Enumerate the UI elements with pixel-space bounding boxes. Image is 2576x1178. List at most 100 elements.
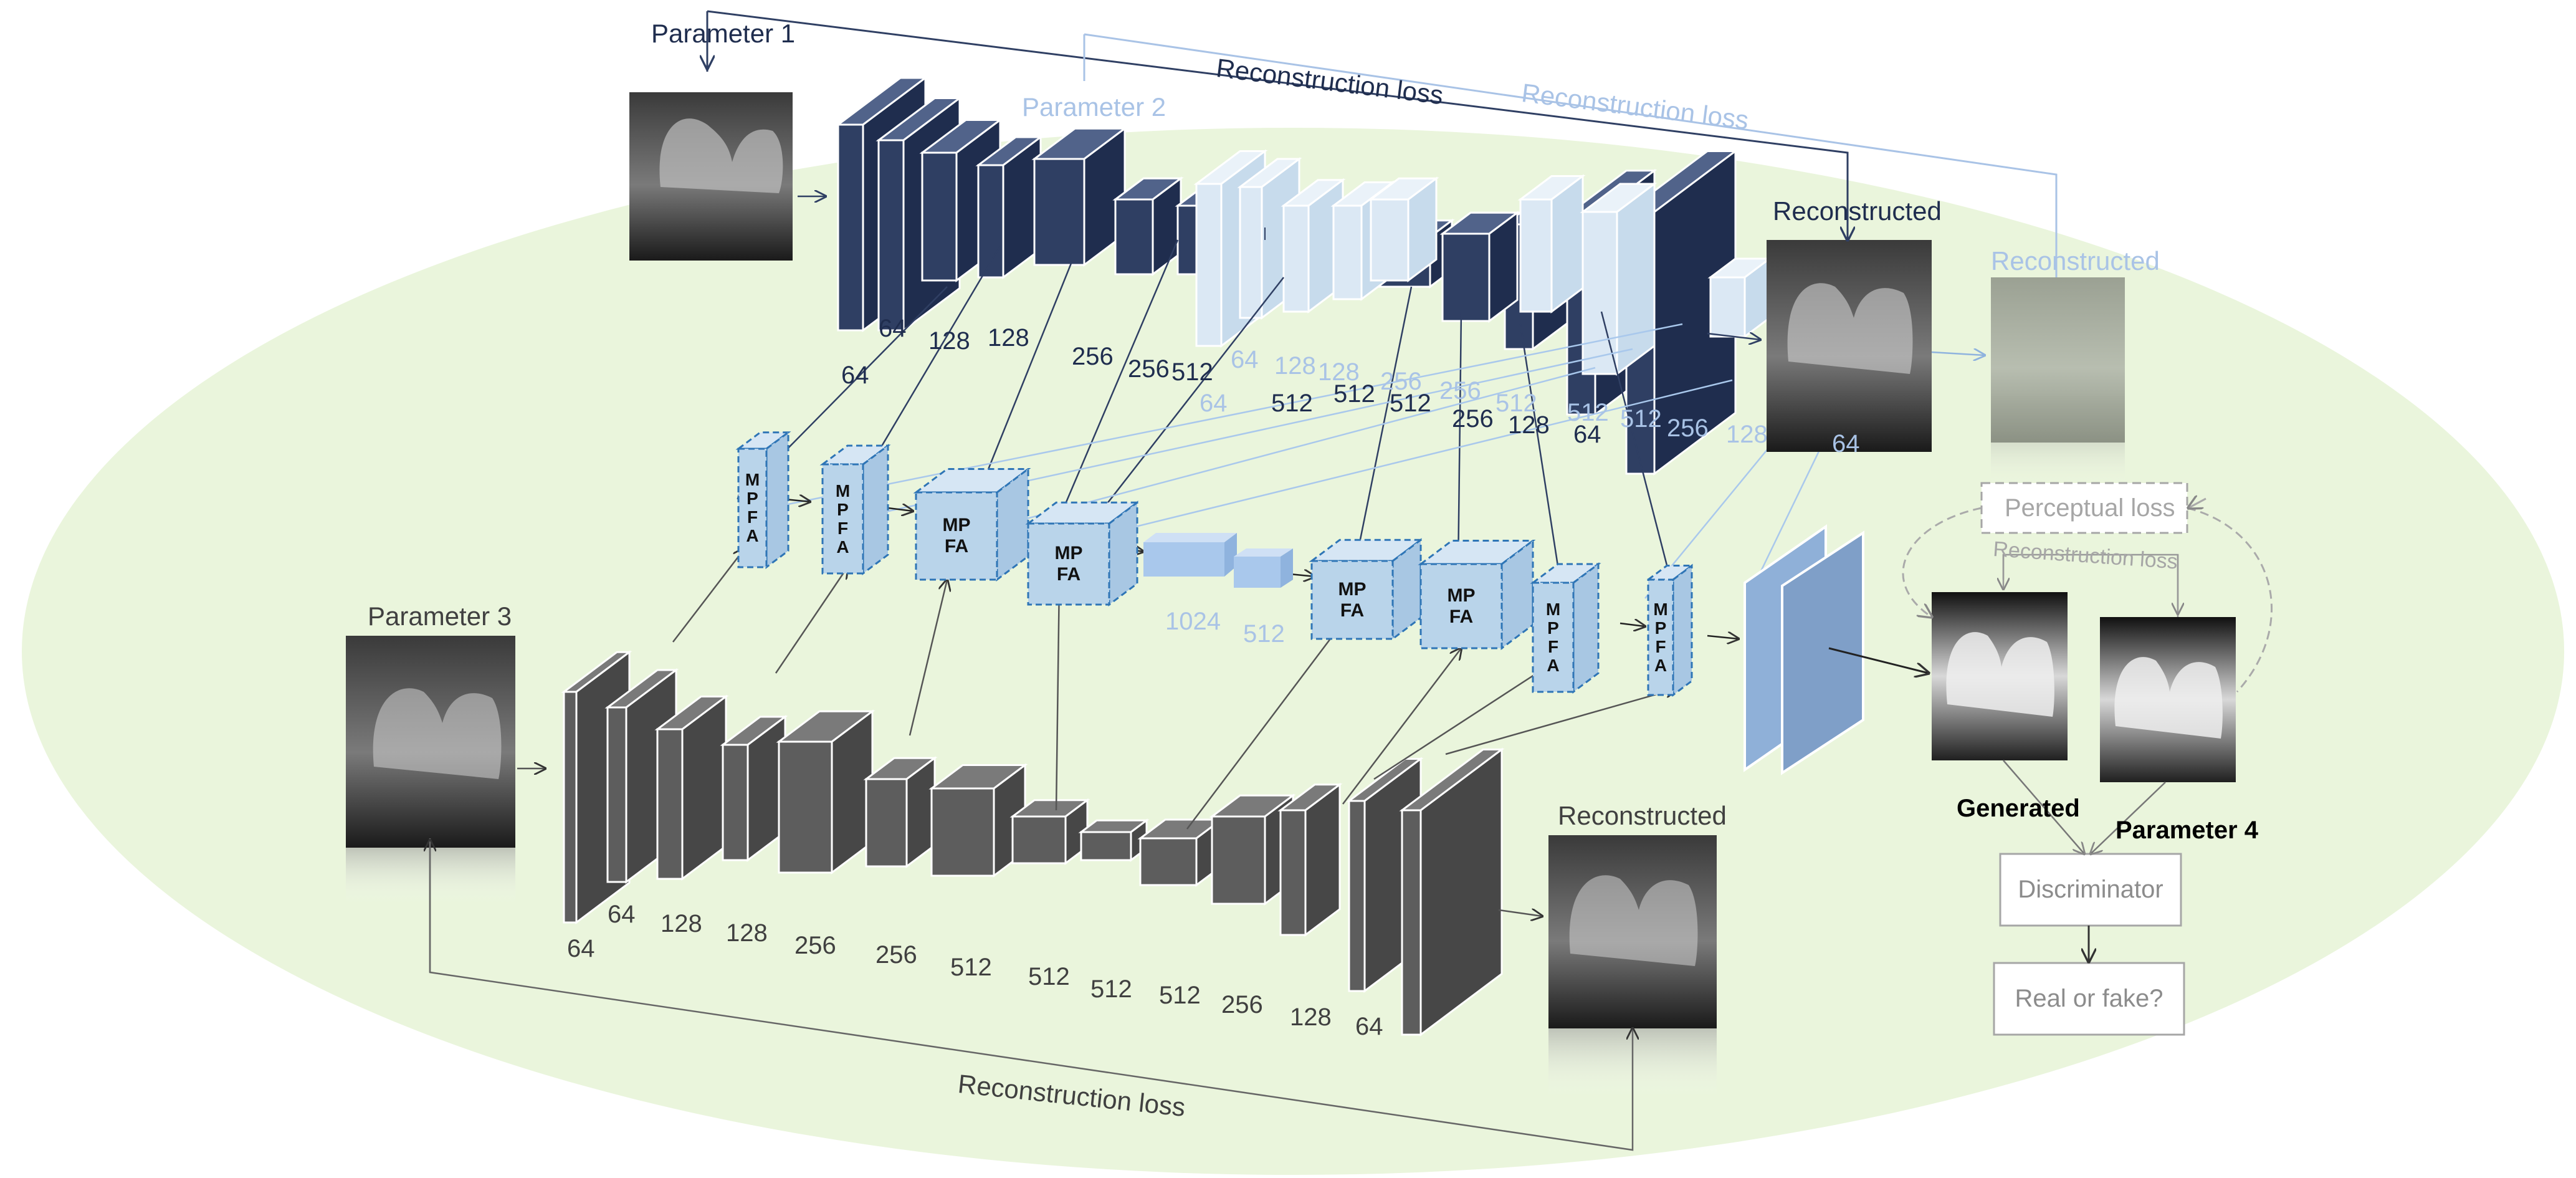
top-unet-light (1193, 149, 1773, 376)
connection-top-8 (1600, 311, 1676, 601)
mpfa-label-5: MP FA (1447, 585, 1476, 627)
top-dark-channel-9: 512 (1390, 390, 1431, 417)
top-light-channel-3: 128 (1318, 358, 1360, 386)
label-top-dark-loss: Reconstruction loss (1214, 53, 1445, 110)
bottom-grey-layer-2 (654, 694, 729, 881)
mpfa-blocks (735, 430, 1695, 697)
bottom-channel-9: 512 (1159, 982, 1201, 1009)
top-dark-channel-4: 256 (1072, 343, 1114, 370)
top-light-channel-10: 128 (1726, 421, 1768, 448)
top-light-channel-8: 512 (1620, 405, 1662, 433)
label-real-or-fake: Real or fake? (2015, 985, 2163, 1012)
mpfa-block-1 (819, 444, 891, 575)
bottom-channel-7: 512 (1028, 963, 1070, 990)
label-reconstructed-top-dark: Reconstructed (1773, 196, 1942, 226)
label-top-light-loss: Reconstruction loss (1520, 78, 1750, 135)
mpfa-block-2 (913, 467, 1031, 582)
top-light-channel-4: 256 (1380, 368, 1422, 395)
connection-top-3 (1053, 239, 1179, 533)
top-dark-layer-front-5 (1439, 211, 1520, 323)
top-light-channel-6: 512 (1496, 390, 1537, 417)
flow-arrow-7 (1620, 623, 1645, 626)
top-light-layer-7 (1707, 257, 1773, 338)
label-perceptual-loss: Perceptual loss (2005, 494, 2175, 522)
bottom-grey-layer-6 (928, 763, 1028, 878)
top-dark-channel-6: 512 (1171, 358, 1213, 386)
mpfa-label-4: MP FA (1338, 578, 1367, 621)
top-light-channel-0: 64 (1200, 390, 1228, 417)
loss-lines (430, 10, 2273, 1151)
top-light-layer-6 (1580, 182, 1658, 376)
top-light-channel-1: 64 (1231, 346, 1259, 373)
bottom-channel-8: 512 (1090, 975, 1132, 1003)
top-light-channel-11: 64 (1832, 430, 1860, 457)
label-bottleneck-1024: 1024 (1165, 608, 1221, 635)
image-reconstructed-top-dark (1767, 240, 1932, 452)
bottom-grey-layer-7 (1009, 798, 1090, 865)
label-reconstructed-top-light: Reconstructed (1991, 246, 2160, 275)
top-light-channel-2: 128 (1274, 352, 1316, 380)
top-dark-channel-10: 256 (1452, 405, 1494, 433)
bottom-channel-12: 64 (1355, 1013, 1383, 1040)
image-parameter1 (629, 92, 793, 261)
connection-bottom-7 (1445, 689, 1676, 755)
label-discriminator: Discriminator (2018, 876, 2163, 903)
bottom-grey-layer-1 (604, 668, 679, 884)
connection-bottom-3 (1056, 580, 1059, 811)
top-dark-channel-12: 64 (1573, 421, 1601, 448)
image-generated (1932, 592, 2068, 760)
flow-arrow-8 (1707, 636, 1739, 639)
label-parameter4: Parameter 4 (2116, 816, 2259, 844)
connection-bottom-5 (1342, 648, 1461, 805)
bottom-grey-layer-11 (1277, 782, 1343, 937)
top-dark-channel-8: 512 (1333, 380, 1375, 408)
top-light-layer-5 (1517, 174, 1586, 314)
mpfa-label-3: MP FA (1054, 543, 1083, 585)
bottom-channel-3: 128 (726, 919, 768, 947)
label-parameter1: Parameter 1 (651, 19, 796, 48)
bottleneck-blocks (1143, 533, 1293, 588)
connection-top-4 (1084, 277, 1284, 533)
label-reconstructed-bottom: Reconstructed (1558, 801, 1727, 830)
top-dark-channel-2: 128 (928, 327, 970, 355)
bottom-grey-layer-8 (1078, 818, 1150, 862)
bottom-channel-4: 256 (794, 932, 836, 959)
top-dark-channel-11: 128 (1508, 411, 1550, 439)
mpfa-block-6 (1530, 562, 1601, 694)
mpfa-block-3 (1025, 500, 1140, 606)
bottom-grey-layer-4 (776, 709, 875, 874)
bottom-channel-11: 128 (1290, 1003, 1332, 1031)
connection-bottom-4 (1186, 626, 1340, 830)
bottom-channel-0: 64 (567, 935, 595, 962)
top-light-layer-4 (1368, 176, 1439, 282)
bottom-channel-6: 512 (950, 954, 992, 981)
connection-bottom-0 (672, 548, 745, 643)
bottom-channel-2: 128 (661, 910, 702, 937)
flow-arrow-1 (887, 508, 913, 511)
mpfa-block-4 (1309, 538, 1424, 641)
label-generated: Generated (1957, 795, 2080, 822)
top-dark-channel-7: 512 (1271, 390, 1313, 417)
bottom-unet-grey (561, 650, 1505, 1037)
mpfa-block-7 (1645, 563, 1695, 697)
connection-light-3 (1059, 379, 1733, 547)
connection-light-0 (753, 323, 1683, 512)
connection-top-7 (1519, 323, 1561, 586)
top-light-channel-7: 512 (1567, 399, 1609, 426)
bottom-grey-layer-5 (863, 756, 938, 868)
fusion-decoder-output (1744, 524, 1864, 775)
top-dark-channel-1: 64 (879, 315, 907, 342)
bottom-channel-5: 256 (875, 941, 917, 969)
bottom-channel-1: 64 (608, 901, 636, 928)
mpfa-block-0 (735, 430, 791, 569)
connection-bottom-2 (909, 580, 947, 736)
mpfa-label-2: MP FA (942, 515, 971, 557)
top-dark-channel-3: 128 (988, 324, 1029, 352)
label-bottleneck-512: 512 (1243, 620, 1285, 648)
